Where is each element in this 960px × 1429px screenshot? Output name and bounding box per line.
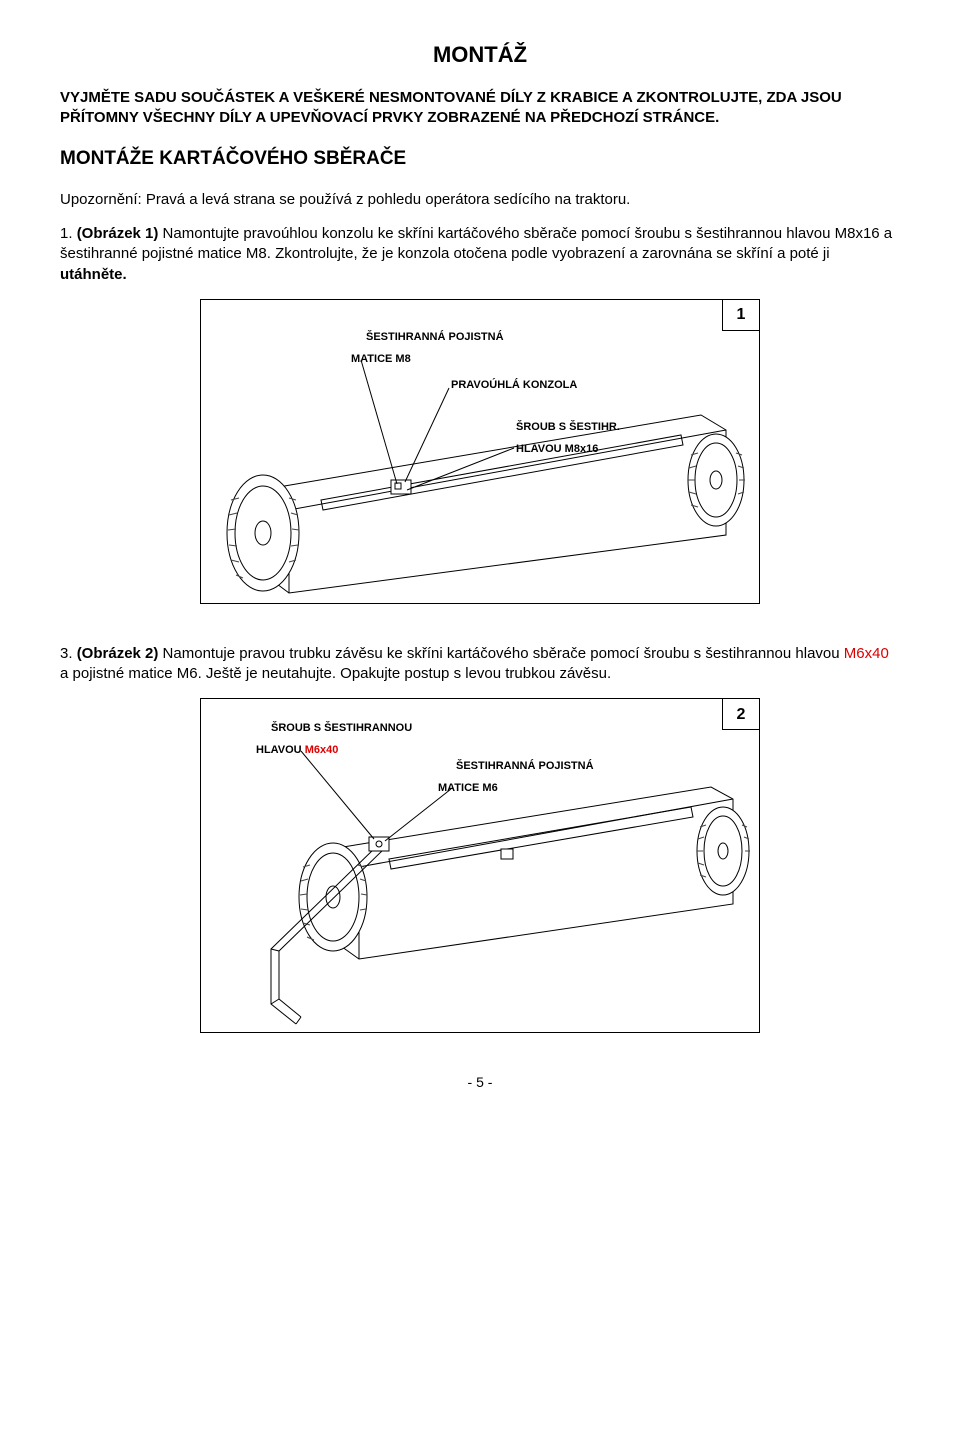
- figure-1-svg: [201, 300, 761, 605]
- step-3-bold: (Obrázek 2): [77, 645, 159, 662]
- fig1-label-bracket: PRAVOÚHLÁ KONZOLA: [451, 378, 577, 393]
- intro-paragraph: VYJMĚTE SADU SOUČÁSTEK A VEŠKERÉ NESMONT…: [60, 88, 900, 129]
- fig2-label-bolt-line2: HLAVOU M6x40: [256, 743, 338, 758]
- page-number: - 5 -: [60, 1073, 900, 1092]
- figure-1-number: 1: [722, 299, 760, 331]
- step-3-red: M6x40: [844, 645, 889, 662]
- step-1-prefix: 1.: [60, 225, 77, 242]
- fig1-label-nut-line1: ŠESTIHRANNÁ POJISTNÁ: [366, 330, 504, 345]
- figure-2: 2 ŠROUB S ŠESTIHRANNOU HLAVOU M6x40 ŠEST…: [200, 698, 760, 1033]
- figure-1: 1 ŠESTIHRANNÁ POJISTNÁ MATICE M8 PRAVOÚH…: [200, 299, 760, 604]
- step-1-bold: (Obrázek 1): [77, 225, 159, 242]
- fig1-label-nut-line2: MATICE M8: [351, 352, 411, 367]
- fig1-label-bolt-line1: ŠROUB S ŠESTIHR.: [516, 420, 620, 435]
- fig2-label-nut-line1: ŠESTIHRANNÁ POJISTNÁ: [456, 759, 594, 774]
- step-3: 3. (Obrázek 2) Namontuje pravou trubku z…: [60, 644, 900, 685]
- step-1-rest: Namontujte pravoúhlou konzolu ke skříni …: [60, 225, 892, 262]
- step-3-rest2: a pojistné matice M6. Ještě je neutahujt…: [60, 665, 611, 682]
- fig2-label-bolt-line2a: HLAVOU: [256, 744, 305, 756]
- page-title: MONTÁŽ: [60, 40, 900, 70]
- fig2-label-bolt-line2b: M6x40: [305, 744, 339, 756]
- step-3-prefix: 3.: [60, 645, 77, 662]
- fig2-label-bolt-line1: ŠROUB S ŠESTIHRANNOU: [271, 721, 412, 736]
- step-3-rest1: Namontuje pravou trubku závěsu ke skříni…: [158, 645, 843, 662]
- step-1-utah: utáhněte.: [60, 266, 127, 283]
- step-1: 1. (Obrázek 1) Namontujte pravoúhlou kon…: [60, 224, 900, 285]
- subheading: MONTÁŽE KARTÁČOVÉHO SBĚRAČE: [60, 146, 900, 172]
- fig1-label-bolt-line2: HLAVOU M8x16: [516, 442, 598, 457]
- note-paragraph: Upozornění: Pravá a levá strana se použí…: [60, 190, 900, 210]
- fig2-label-nut-line2: MATICE M6: [438, 781, 498, 796]
- figure-2-number: 2: [722, 698, 760, 730]
